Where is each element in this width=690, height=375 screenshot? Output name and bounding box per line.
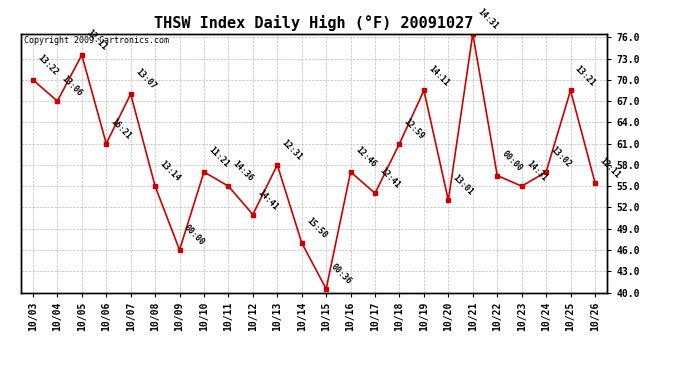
Text: 13:07: 13:07: [133, 67, 157, 91]
Text: 12:31: 12:31: [280, 138, 304, 162]
Text: 13:14: 13:14: [158, 159, 182, 183]
Text: 13:01: 13:01: [451, 174, 475, 198]
Text: 14:31: 14:31: [475, 7, 500, 31]
Text: 00:00: 00:00: [500, 149, 524, 173]
Text: 13:21: 13:21: [573, 64, 598, 88]
Text: 13:22: 13:22: [36, 53, 60, 77]
Text: 15:50: 15:50: [304, 216, 328, 240]
Text: 11:21: 11:21: [207, 145, 230, 169]
Text: 12:46: 12:46: [353, 145, 377, 169]
Text: 13:02: 13:02: [549, 145, 573, 169]
Text: Copyright 2009 Cartronics.com: Copyright 2009 Cartronics.com: [23, 36, 168, 45]
Text: 14:31: 14:31: [524, 159, 549, 183]
Text: 12:11: 12:11: [598, 156, 622, 180]
Text: 13:06: 13:06: [60, 74, 84, 98]
Text: 12:41: 12:41: [378, 166, 402, 190]
Text: 14:36: 14:36: [231, 159, 255, 183]
Text: 12:59: 12:59: [402, 117, 426, 141]
Text: 14:41: 14:41: [255, 188, 279, 212]
Title: THSW Index Daily High (°F) 20091027: THSW Index Daily High (°F) 20091027: [155, 15, 473, 31]
Text: 00:00: 00:00: [182, 223, 206, 247]
Text: 14:11: 14:11: [426, 64, 451, 88]
Text: 12:11: 12:11: [85, 28, 108, 52]
Text: 16:21: 16:21: [109, 117, 133, 141]
Text: 00:36: 00:36: [329, 262, 353, 286]
